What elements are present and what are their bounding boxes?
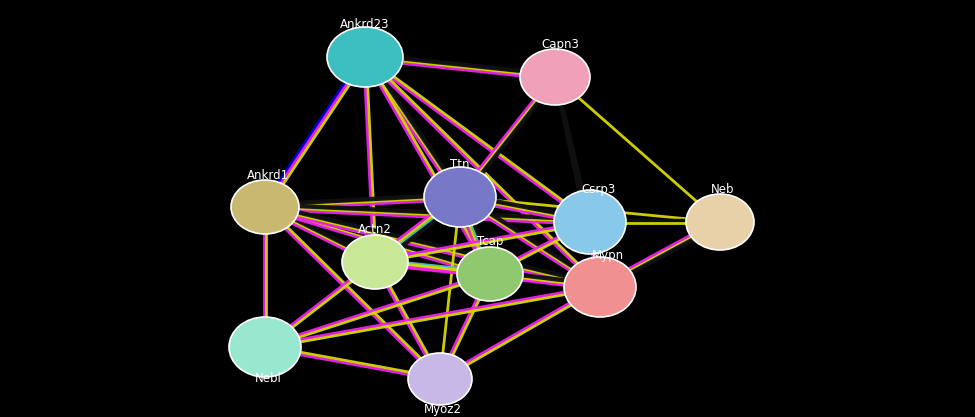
- Ellipse shape: [229, 317, 301, 377]
- Ellipse shape: [520, 49, 590, 105]
- Ellipse shape: [564, 257, 636, 317]
- Text: Ttn: Ttn: [450, 158, 470, 171]
- Ellipse shape: [408, 353, 472, 405]
- Ellipse shape: [231, 180, 299, 234]
- Ellipse shape: [424, 167, 496, 227]
- Text: Csrp3: Csrp3: [581, 183, 615, 196]
- Text: Myoz2: Myoz2: [424, 402, 462, 415]
- Text: Neb: Neb: [711, 183, 735, 196]
- Ellipse shape: [686, 194, 754, 250]
- Ellipse shape: [342, 235, 408, 289]
- Text: Actn2: Actn2: [358, 223, 392, 236]
- Text: Capn3: Capn3: [541, 38, 579, 50]
- Ellipse shape: [554, 190, 626, 254]
- Text: Mypn: Mypn: [592, 249, 624, 261]
- Ellipse shape: [327, 27, 403, 87]
- Text: Nebl: Nebl: [254, 372, 282, 385]
- Text: Ankrd23: Ankrd23: [340, 18, 390, 30]
- Ellipse shape: [457, 247, 523, 301]
- Text: Ankrd1: Ankrd1: [247, 168, 289, 181]
- Text: Tcap: Tcap: [477, 234, 503, 248]
